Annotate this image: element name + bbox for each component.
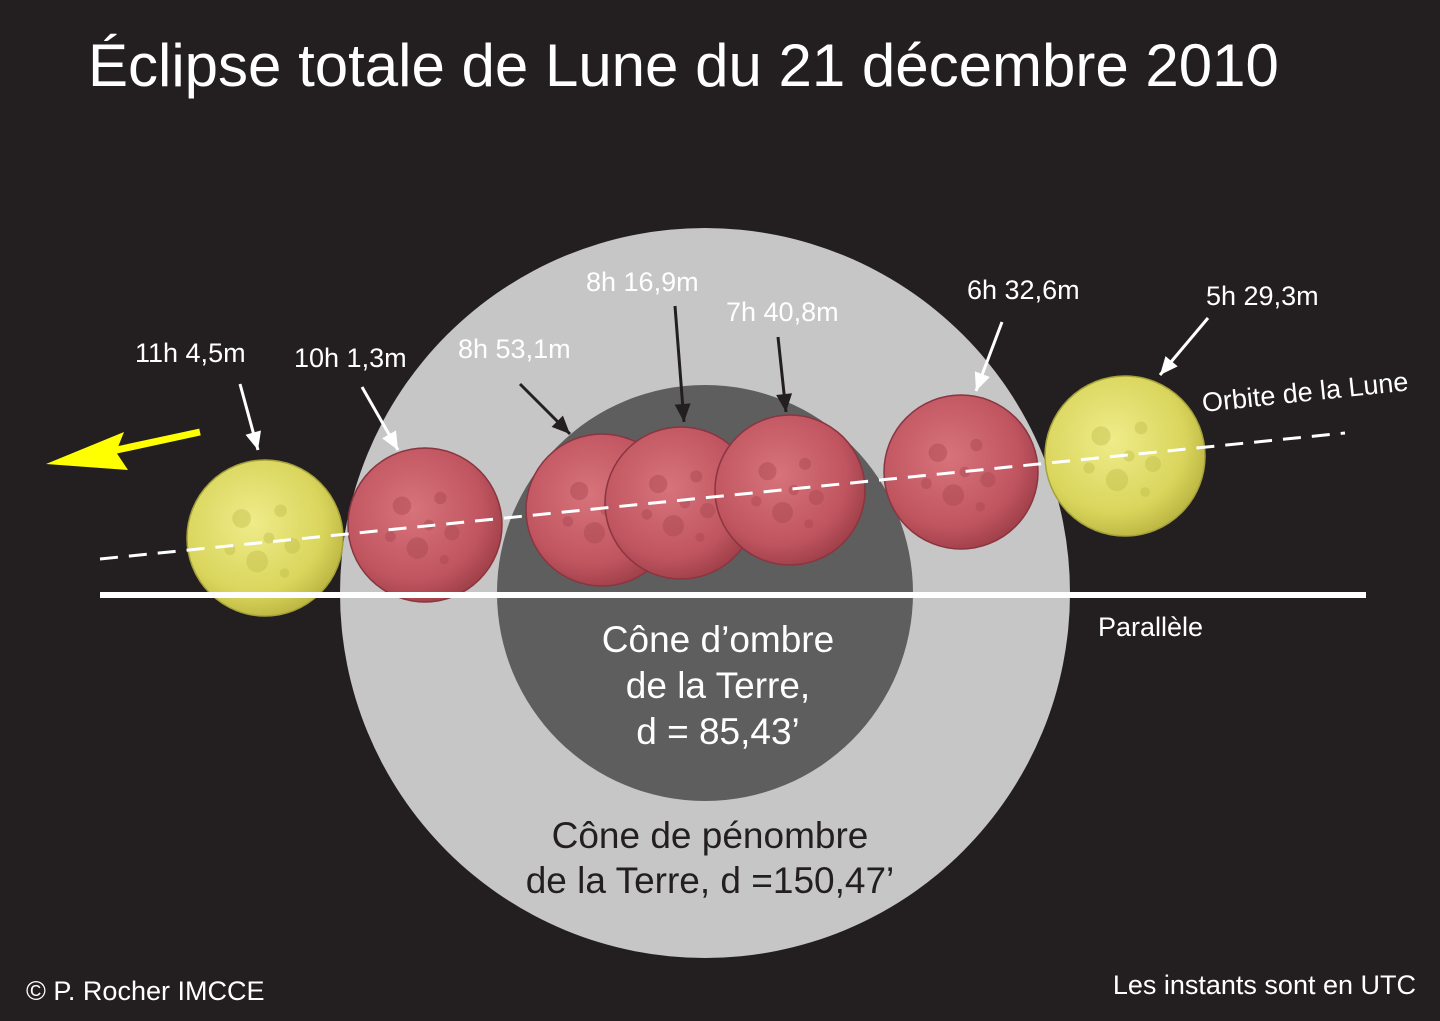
time-pointer-arrowhead-7: [1160, 356, 1178, 375]
time-label-1: 11h 4,5m: [135, 338, 246, 368]
umbra-label-line3: d = 85,43’: [636, 711, 800, 752]
parallel-label: Parallèle: [1098, 612, 1203, 642]
time-pointer-arrowhead-4: [674, 403, 691, 422]
time-pointer-arrow-4: [673, 305, 686, 423]
orbit-label: Orbite de la Lune: [1200, 366, 1409, 417]
moon-1: [186, 459, 344, 617]
penumbra-label-line2: de la Terre, d =150,47’: [526, 860, 895, 901]
penumbra-label-line1: Cône de pénombre: [552, 815, 869, 856]
moon-direction-arrow: [46, 428, 201, 470]
utc-note: Les instants sont en UTC: [1113, 970, 1416, 1000]
time-labels: 11h 4,5m 10h 1,3m 8h 53,1m 8h 16,9m 7h 40,8m…: [135, 267, 1319, 451]
time-pointer-arrowhead-2: [382, 430, 398, 450]
time-label-2: 10h 1,3m: [294, 343, 407, 373]
time-label-3: 8h 53,1m: [458, 334, 571, 364]
time-pointer-arrowhead-6: [974, 371, 990, 391]
time-label-4: 8h 16,9m: [586, 267, 699, 297]
time-label-5: 7h 40,8m: [726, 297, 839, 327]
umbra-label-line2: de la Terre,: [626, 665, 810, 706]
time-label-6: 6h 32,6m: [967, 275, 1080, 305]
moon-orbit-line: [99, 431, 1346, 561]
time-pointer-arrowhead-5: [776, 393, 793, 412]
umbra-label-line1: Cône d’ombre: [602, 619, 834, 660]
time-label-7: 5h 29,3m: [1206, 281, 1319, 311]
time-pointer-arrowhead-3: [551, 415, 570, 434]
moon-6: [883, 394, 1039, 550]
credit-text: © P. Rocher IMCCE: [26, 976, 264, 1006]
moon-5: [714, 414, 866, 566]
time-pointer-arrowhead-1: [245, 430, 261, 450]
page-title: Éclipse totale de Lune du 21 décembre 20…: [88, 32, 1279, 99]
